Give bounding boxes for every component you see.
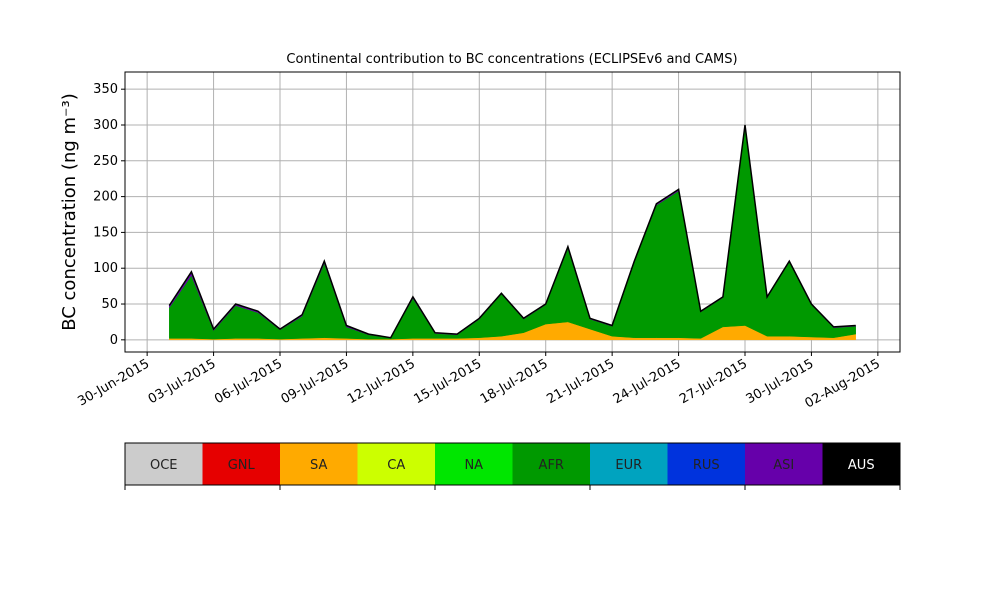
- y-tick-label: 100: [93, 261, 118, 276]
- y-tick-label: 50: [101, 297, 118, 312]
- legend-swatch: [667, 443, 745, 485]
- legend-label: AFR: [539, 458, 564, 473]
- y-tick-label: 150: [93, 225, 118, 240]
- legend-label: CA: [387, 458, 405, 473]
- legend-label: RUS: [693, 458, 720, 473]
- legend-swatch: [590, 443, 668, 485]
- legend-swatch: [125, 443, 203, 485]
- legend-swatch: [357, 443, 435, 485]
- legend-frame: [124, 442, 901, 486]
- legend-label: SA: [310, 458, 327, 473]
- legend-label: ASI: [773, 458, 794, 473]
- plot-frame: [124, 71, 901, 353]
- legend-swatch: [202, 443, 280, 485]
- y-tick-label: 200: [93, 190, 118, 205]
- legend-swatch: [745, 443, 823, 485]
- legend-label: NA: [464, 458, 483, 473]
- legend-label: EUR: [615, 458, 642, 473]
- y-tick-label: 350: [93, 82, 118, 97]
- y-axis-label: BC concentration (ng m⁻³): [59, 93, 80, 331]
- y-tick-label: 250: [93, 154, 118, 169]
- legend-swatch: [435, 443, 513, 485]
- legend-swatch: [822, 443, 900, 485]
- chart-title: Continental contribution to BC concentra…: [286, 52, 737, 67]
- total-outline: [168, 124, 856, 339]
- legend-label: GNL: [228, 458, 256, 473]
- y-tick-label: 0: [110, 333, 118, 348]
- legend-swatch: [280, 443, 358, 485]
- legend-label: OCE: [150, 458, 178, 473]
- y-tick-label: 300: [93, 118, 118, 133]
- legend-swatch: [512, 443, 590, 485]
- legend-label: AUS: [848, 458, 875, 473]
